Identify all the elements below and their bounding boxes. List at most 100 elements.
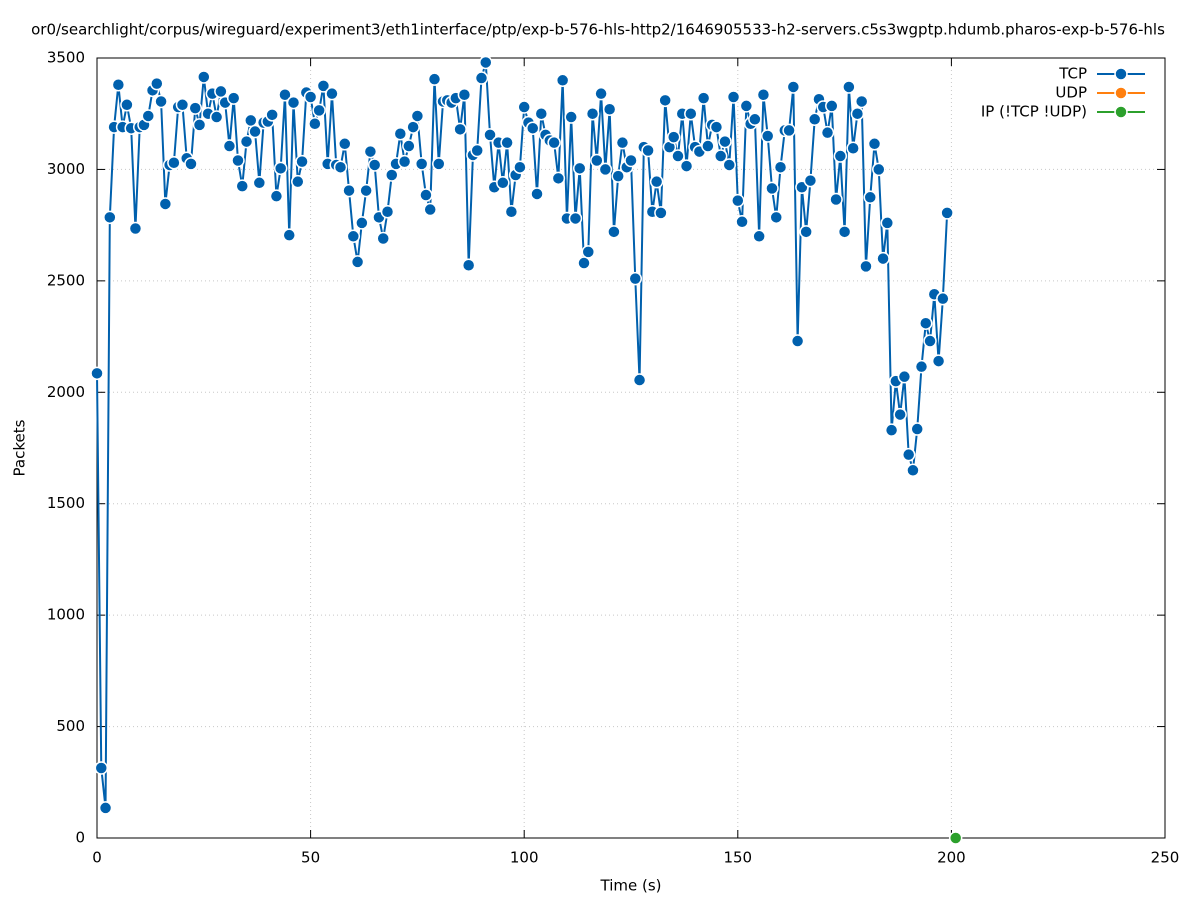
point	[547, 135, 561, 150]
point	[278, 88, 292, 102]
point	[897, 369, 912, 384]
point	[739, 99, 754, 113]
point	[479, 55, 493, 70]
point	[235, 179, 249, 193]
point	[825, 99, 839, 113]
point	[222, 139, 237, 153]
point	[884, 423, 899, 437]
y-tick-label: 2000	[47, 383, 85, 401]
point	[568, 211, 583, 226]
point	[564, 110, 578, 124]
point	[308, 116, 322, 131]
x-tick-label: 50	[301, 849, 320, 867]
point	[782, 123, 796, 138]
point	[602, 102, 617, 117]
point	[940, 206, 954, 220]
y-tick-label: 0	[75, 829, 85, 847]
point	[295, 154, 309, 169]
point	[906, 463, 920, 478]
point	[414, 157, 429, 171]
point	[154, 94, 168, 109]
point	[863, 190, 877, 205]
point	[214, 84, 228, 99]
point	[496, 176, 510, 190]
point	[850, 106, 865, 121]
point	[756, 88, 771, 102]
point	[150, 76, 164, 91]
point	[184, 157, 198, 171]
point	[731, 193, 745, 208]
point	[948, 831, 963, 845]
point	[901, 447, 916, 462]
legend-marker	[1114, 86, 1128, 100]
point	[790, 334, 805, 348]
point	[474, 71, 489, 85]
point	[671, 149, 685, 163]
point	[517, 100, 531, 114]
point	[786, 80, 801, 94]
point	[534, 106, 549, 121]
point	[500, 135, 514, 150]
point	[363, 144, 378, 159]
point	[530, 187, 544, 201]
x-tick-label: 200	[937, 849, 966, 867]
point	[641, 143, 655, 158]
point	[239, 134, 254, 149]
point	[931, 354, 946, 368]
point	[615, 135, 630, 150]
point	[167, 155, 181, 170]
x-tick-label: 100	[510, 849, 539, 867]
y-tick-label: 1000	[47, 606, 85, 624]
point	[842, 80, 856, 94]
point	[342, 183, 356, 198]
chart-title: or0/searchlight/corpus/wireguard/experim…	[31, 21, 1165, 39]
point	[555, 73, 570, 88]
point	[581, 245, 596, 259]
point	[628, 271, 643, 286]
point	[872, 162, 886, 177]
point	[594, 86, 608, 101]
point	[226, 91, 241, 105]
point	[355, 216, 369, 230]
point	[829, 192, 843, 207]
point	[427, 72, 442, 86]
point	[658, 93, 672, 108]
point	[90, 366, 104, 381]
point	[666, 130, 681, 144]
point	[244, 113, 258, 128]
point	[333, 160, 348, 174]
point	[188, 101, 203, 115]
point	[504, 205, 519, 219]
point	[859, 259, 873, 274]
point	[419, 188, 433, 202]
point	[393, 127, 408, 141]
legend-marker	[1114, 67, 1128, 81]
point	[577, 256, 591, 270]
point	[910, 422, 924, 436]
y-tick-label: 2500	[47, 271, 85, 289]
point	[752, 229, 766, 244]
point	[175, 98, 190, 112]
point	[197, 70, 211, 84]
legend-label: TCP	[1058, 65, 1087, 83]
point	[726, 90, 741, 104]
point	[684, 106, 698, 121]
y-tick-label: 500	[56, 717, 85, 735]
point	[209, 110, 224, 124]
point	[919, 316, 933, 330]
point	[286, 95, 301, 110]
y-tick-label: 1500	[47, 494, 85, 512]
point	[722, 158, 737, 172]
point	[607, 225, 621, 239]
y-tick-label: 3500	[47, 49, 85, 67]
point	[735, 215, 749, 229]
point	[773, 160, 788, 174]
point	[513, 160, 527, 174]
point	[385, 168, 399, 182]
point	[453, 122, 467, 137]
point	[880, 216, 895, 230]
point	[111, 77, 126, 92]
point	[192, 118, 207, 132]
point	[423, 202, 437, 217]
point	[158, 197, 173, 211]
